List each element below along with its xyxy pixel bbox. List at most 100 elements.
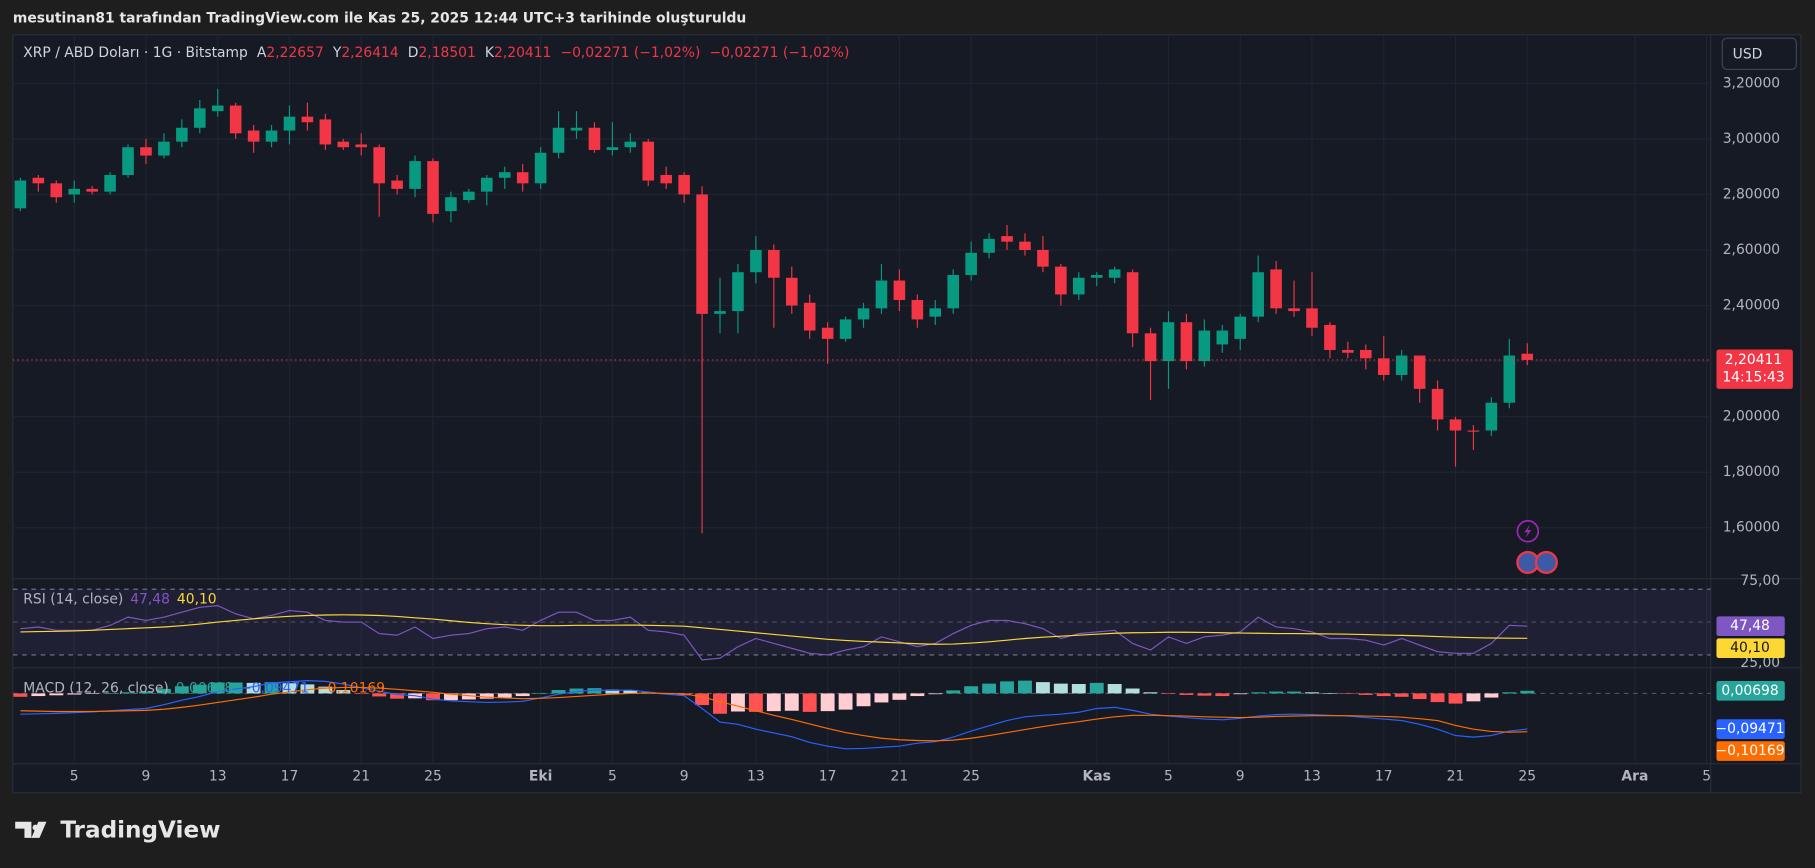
ohlc-key: K [485,45,495,61]
chart-area [12,34,1802,794]
candle-body [1090,274,1103,278]
ohlc-key: D [408,45,419,61]
value-tag [1716,741,1785,761]
candle-body [947,274,960,309]
x-tick-label: 5 [1702,769,1711,785]
histogram-bar [1161,693,1176,695]
candle-body [1324,324,1336,350]
histogram-bar [372,693,387,697]
histogram-bar [390,693,405,699]
candle-body [803,302,816,331]
flag-icon[interactable] [1534,550,1558,575]
candle-body [1019,241,1031,250]
candle-body [498,172,511,178]
y-tick-label: 1,80000 [1723,464,1780,480]
indicator-value: −0,10169 [316,681,385,697]
histogram-bar [1340,693,1355,695]
x-tick-label: Eki [529,769,552,785]
candle-body [1198,330,1211,362]
candle-body [534,152,547,184]
x-tick-label: 25 [1518,769,1536,785]
histogram-bar [1179,693,1194,695]
histogram-bar [1430,693,1445,703]
x-tick-label: 9 [142,769,151,785]
histogram-bar [838,693,853,710]
histogram-bar [874,693,889,703]
candle-body [355,144,368,148]
histogram-bar [156,688,171,694]
histogram-bar [1520,690,1535,694]
histogram-bar [1376,693,1391,697]
candle-body [319,119,332,145]
ohlc-key: Y [332,45,342,61]
histogram-bar [461,693,476,700]
candle-body [283,116,296,131]
candle-body [247,130,260,142]
candle-body [1413,355,1426,389]
candle-body [194,108,206,128]
candle-body [1306,308,1318,328]
candle-body [839,319,852,339]
candle-body [732,272,744,312]
value-tag [1716,719,1785,739]
grid [12,34,1711,764]
event-icons [1516,519,1558,575]
histogram-bar [784,693,799,711]
histogram-bar [264,682,279,694]
symbol-legend: XRP / ABD Doları · 1G · Bitstamp A2,2265… [23,45,849,61]
change: −0,02271 (−1,02%) [709,45,849,61]
candle-body [1521,353,1534,360]
histogram-bar [605,689,620,694]
histogram-bar [49,693,64,696]
histogram-bar [139,691,153,694]
candle-body [1108,269,1121,278]
ohlc-value: 2,22657 [266,45,323,61]
value-tag-label: −0,09471 [1716,721,1785,737]
candle-body [50,183,63,198]
currency-button-frame[interactable] [1721,37,1797,71]
candle-body [229,105,242,134]
x-tick-label: 17 [281,769,299,785]
candle-body [768,249,780,278]
y-tick-label: 2,80000 [1723,186,1780,202]
histogram-bar [1251,692,1266,694]
histogram-bar [1394,693,1409,697]
histogram-bar [1125,688,1140,694]
histogram-bar [892,693,907,700]
candle-body [606,147,619,150]
value-tag-label: 40,10 [1730,640,1770,656]
histogram-bar [1502,692,1517,694]
currency-button[interactable]: USD [1721,37,1797,71]
price-tag-label: 2,20411 [1725,352,1782,368]
candle-body [642,141,655,181]
histogram-bar [1089,682,1104,694]
value-tag [1716,680,1785,701]
histogram-bar [67,693,82,695]
histogram-bar [121,692,135,694]
countdown: 14:15:43 [1722,369,1784,385]
value-tag-label: 0,00698 [1721,683,1778,699]
ohlc-key: A [257,45,267,61]
candle-body [445,197,457,212]
candle-body [1072,277,1085,295]
histogram-bar [426,693,440,701]
histogram-bar [946,690,961,694]
candle-body [1126,272,1139,334]
x-tick-label: Kas [1083,769,1111,785]
histogram-bar [1322,693,1337,694]
candle-body [1377,358,1390,375]
candle-body [624,141,637,148]
histogram-bar [336,690,351,694]
currency-label[interactable]: USD [1733,46,1763,62]
histogram-bar [1358,693,1373,695]
indicator-value: 0,00698 [176,681,233,697]
candle-body [1395,355,1408,375]
x-tick-label: 17 [819,769,837,785]
y-tick-label: 2,40000 [1723,298,1780,314]
candle-body [696,194,708,314]
y-tick-label: 1,60000 [1723,520,1780,536]
candle-body [481,177,493,192]
histogram-bar [318,686,333,694]
histogram-bar [766,693,781,712]
